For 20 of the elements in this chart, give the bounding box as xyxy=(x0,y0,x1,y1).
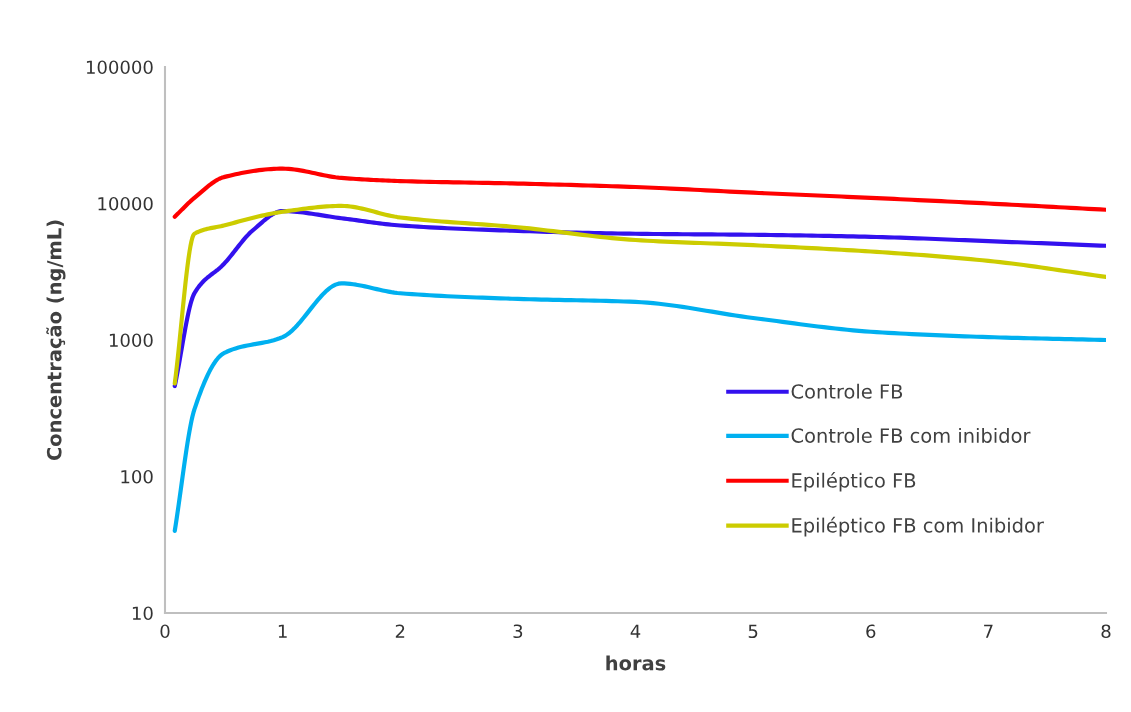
x-tick-label: 1 xyxy=(278,624,287,638)
x-tick-label: 3 xyxy=(513,624,523,639)
y-tick-label: 100 xyxy=(121,469,153,484)
x-tick-label: 7 xyxy=(984,624,993,638)
y-tick-label: 10000 xyxy=(98,196,153,211)
x-tick-label: 8 xyxy=(1101,624,1111,639)
y-axis-title: Concentração (ng/mL) xyxy=(46,220,66,461)
y-tick-label: 10 xyxy=(132,606,153,621)
legend-label: Epiléptico FB com Inibidor xyxy=(792,516,1044,537)
legend-label: Controle FB com inibidor xyxy=(791,427,1031,443)
legend-label: Epiléptico FB xyxy=(792,471,916,492)
x-axis-title: horas xyxy=(606,655,666,671)
x-tick-label: 4 xyxy=(630,624,641,638)
x-tick-label: 2 xyxy=(395,624,405,638)
x-tick-label: 0 xyxy=(160,624,170,639)
legend-label: Controle FB xyxy=(791,383,903,399)
y-tick-label: 1000 xyxy=(109,333,153,348)
x-tick-label: 6 xyxy=(866,624,876,639)
y-tick-label: 100000 xyxy=(86,60,153,75)
x-tick-label: 5 xyxy=(748,624,758,639)
